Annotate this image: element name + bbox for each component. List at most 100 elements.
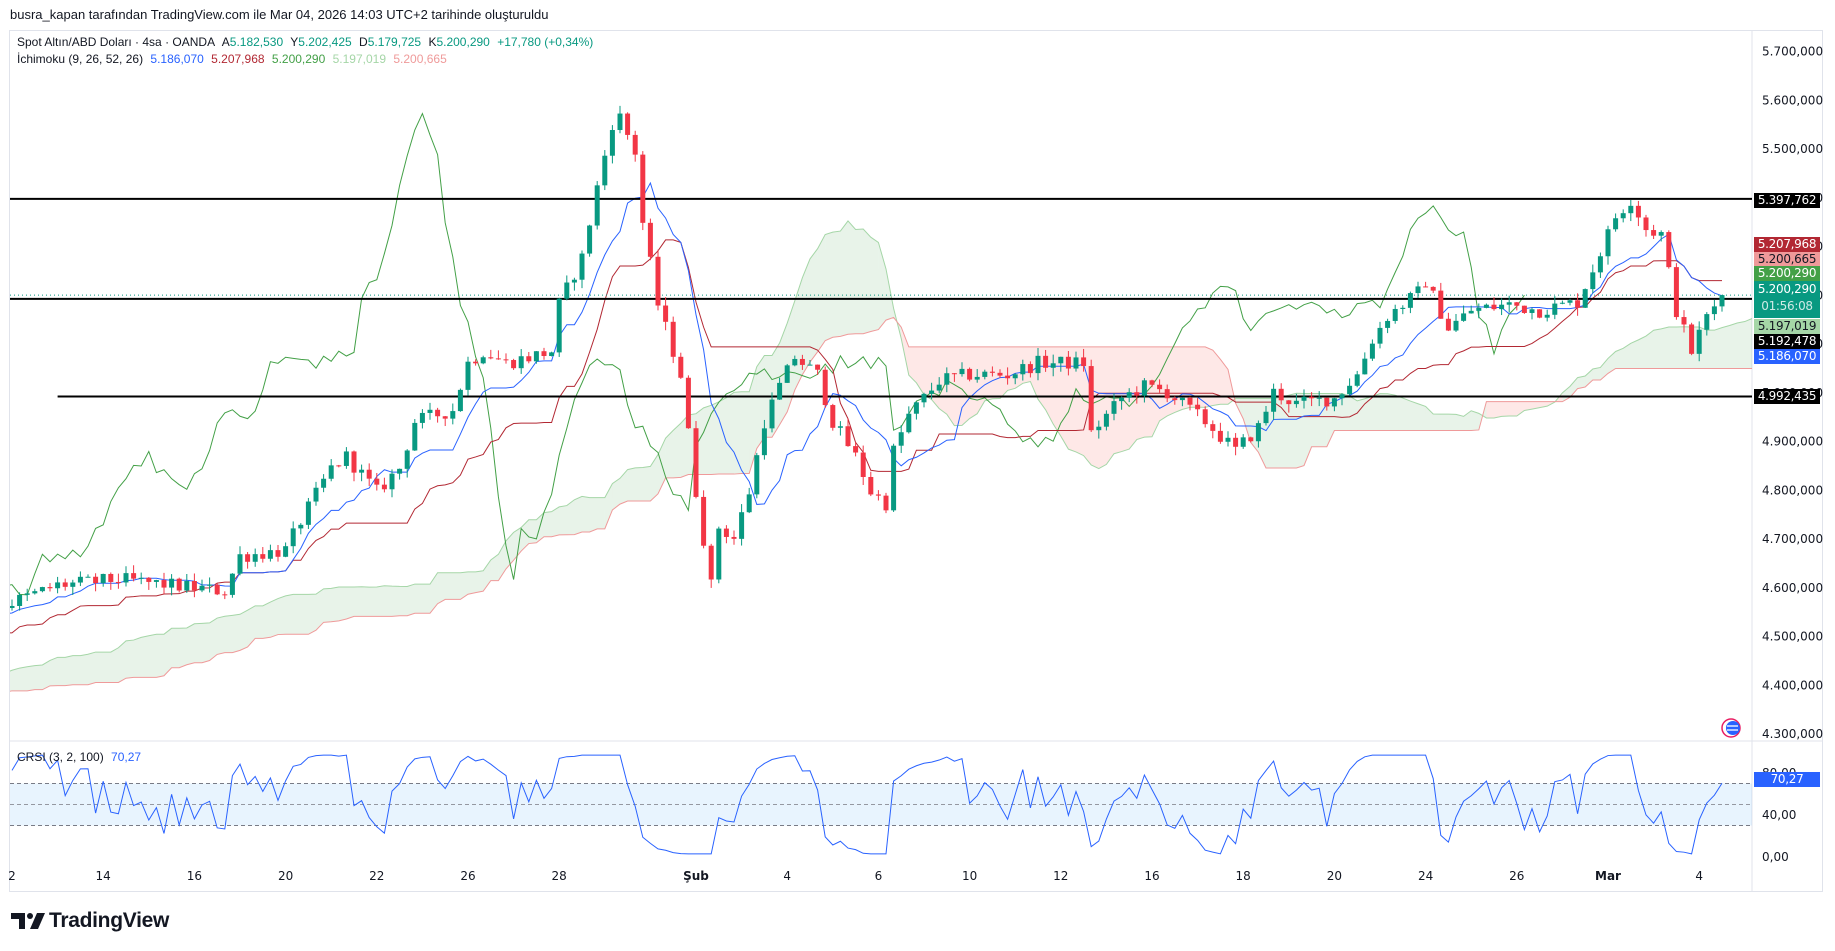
cloud-segment — [734, 391, 742, 475]
time-tick-label: 4 — [783, 869, 791, 883]
countdown-label: 01:56:08 — [1761, 299, 1813, 313]
candle-body — [1111, 401, 1117, 414]
cloud-segment — [376, 585, 385, 617]
candle-body — [1362, 358, 1368, 375]
time-tick-label: 16 — [187, 869, 202, 883]
cloud-segment — [1098, 346, 1107, 469]
candle-body — [153, 580, 159, 582]
candle-body — [419, 412, 425, 423]
cloud-segment — [1577, 375, 1586, 389]
candle-body — [1347, 385, 1353, 395]
cloud-segment — [749, 366, 757, 474]
candle-body — [10, 605, 15, 608]
candle-body — [457, 389, 463, 412]
candle-body — [1681, 317, 1687, 325]
cloud-segment — [141, 635, 149, 678]
price-tick-label: 4.700,000 — [1762, 532, 1823, 546]
time-axis[interactable]: 2 14 16 20 22 26 28 Şub 4 6 10 12 16 18 20 24 26 Mar 4 — [8, 869, 1703, 883]
cloud-segment — [673, 423, 681, 478]
cloud-segment — [1174, 346, 1183, 413]
candle-body — [1544, 314, 1550, 318]
cloud-segment — [1661, 327, 1669, 369]
cloud-segment — [756, 355, 765, 449]
horizontal-lines[interactable] — [10, 197, 1752, 398]
chart-legend: Spot Altın/ABD Doları · 4sa · OANDA A5.1… — [17, 34, 597, 68]
cloud-segment — [1121, 346, 1130, 452]
candle-body — [815, 364, 821, 370]
symbol-title[interactable]: Spot Altın/ABD Doları · 4sa · OANDA — [17, 35, 216, 49]
candle-body — [1575, 300, 1581, 308]
candle-body — [579, 253, 585, 280]
candle-body — [427, 409, 433, 413]
candle-body — [807, 364, 813, 366]
candle-body — [298, 524, 304, 529]
chikou-line — [10, 112, 1525, 596]
candle-body — [1286, 400, 1292, 405]
cloud-segment — [50, 657, 58, 686]
price-tick-label: 4.600,000 — [1762, 581, 1823, 595]
cloud-segment — [506, 532, 514, 569]
candle-body — [1339, 394, 1345, 399]
candle-body — [526, 356, 532, 362]
candle-body — [784, 365, 790, 383]
candle-body — [1491, 304, 1497, 310]
cloud-segment — [1296, 393, 1304, 468]
candle-body — [214, 584, 220, 595]
cloud-segment — [521, 519, 529, 552]
cloud-segment — [407, 584, 415, 616]
crsi-tick-label: 40,00 — [1762, 808, 1796, 822]
cloud-segment — [1471, 410, 1479, 431]
cloud-segment — [1357, 398, 1365, 431]
cloud-segment — [1007, 346, 1016, 391]
candle-body — [891, 445, 897, 511]
candle-body — [1651, 230, 1657, 236]
cloud-segment — [1205, 346, 1213, 408]
tradingview-logo[interactable]: TradingView — [11, 909, 169, 933]
candle-body — [32, 591, 38, 594]
cloud-segment — [992, 346, 1000, 399]
candle-body — [685, 377, 691, 429]
candle-body — [989, 371, 995, 373]
price-label: 5.197,019 — [1754, 319, 1820, 334]
cloud-segment — [247, 605, 256, 648]
candle-body — [921, 393, 927, 403]
cloud-segment — [1615, 348, 1624, 369]
cloud-segment — [1456, 414, 1464, 431]
candle-body — [1407, 293, 1413, 308]
candle-body — [1673, 267, 1679, 318]
candle-body — [1271, 388, 1277, 412]
price-tick-label: 4.300,000 — [1762, 727, 1823, 741]
candle-body — [412, 422, 418, 451]
ichimoku-title[interactable]: İchimoku (9, 26, 52, 26) — [17, 52, 144, 66]
candle-body — [480, 357, 486, 364]
candle-body — [313, 487, 319, 502]
candle-body — [898, 432, 904, 446]
cloud-segment — [483, 559, 491, 592]
cloud-segment — [354, 586, 362, 617]
cloud-segment — [369, 586, 377, 617]
candle-body — [1202, 409, 1208, 425]
crsi-title[interactable]: CRSI (3, 2, 100) — [17, 750, 104, 764]
candle-body — [1035, 355, 1041, 374]
events-flag-icon[interactable] — [1721, 718, 1741, 738]
candle-body — [1233, 437, 1239, 447]
candle-body — [761, 428, 767, 456]
candle-body — [138, 577, 144, 579]
cloud-segment — [1197, 346, 1206, 408]
cloud-segment — [589, 497, 598, 533]
cloud-segment — [1653, 328, 1662, 369]
candle-body — [1537, 309, 1543, 318]
candle-body — [640, 154, 646, 223]
candle-body — [1164, 389, 1170, 399]
candle-body — [1461, 313, 1467, 321]
price-label: 5.200,665 — [1754, 252, 1820, 267]
cloud-segment — [80, 654, 88, 685]
candle-body — [1065, 356, 1071, 369]
candle-body — [799, 358, 805, 365]
candle-body — [1301, 396, 1307, 401]
cloud-segment — [984, 346, 993, 401]
candle-body — [359, 469, 365, 473]
cloud-segment — [240, 610, 248, 651]
cloud-segment — [65, 655, 73, 686]
